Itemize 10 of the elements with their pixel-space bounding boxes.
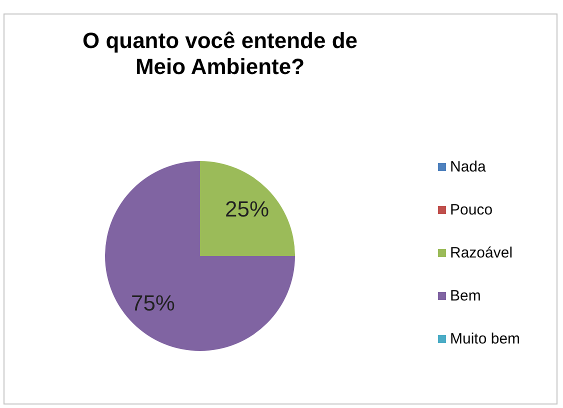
chart-title: O quanto você entende de Meio Ambiente? [82,28,358,79]
pie-slice [200,161,295,256]
legend-label: Bem [450,288,481,304]
legend-label: Nada [450,158,487,176]
legend-label: Pouco [450,202,493,218]
pie-slice [105,161,295,351]
data-label: 25% [225,196,270,222]
legend-label: Muito bem [450,330,520,348]
legend-label: Razoável [450,244,513,262]
data-label: 75% [130,290,175,316]
